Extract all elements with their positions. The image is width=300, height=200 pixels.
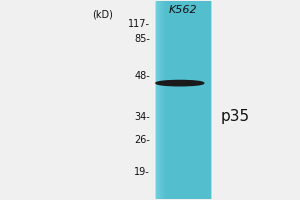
Bar: [203, 1, 204, 199]
Bar: [189, 1, 190, 199]
Bar: [184, 1, 185, 199]
Bar: [163, 1, 164, 199]
Bar: [197, 1, 198, 199]
Bar: [204, 1, 205, 199]
Bar: [171, 1, 172, 199]
Bar: [202, 1, 203, 199]
Bar: [193, 1, 194, 199]
Bar: [189, 1, 190, 199]
Bar: [159, 1, 160, 199]
Text: 26-: 26-: [134, 135, 150, 145]
Bar: [169, 1, 170, 199]
Bar: [186, 1, 187, 199]
Bar: [167, 1, 168, 199]
Bar: [181, 1, 182, 199]
Text: 19-: 19-: [134, 167, 150, 177]
Bar: [201, 1, 202, 199]
Bar: [158, 1, 159, 199]
Bar: [196, 1, 197, 199]
Bar: [156, 1, 210, 199]
Bar: [195, 1, 196, 199]
Bar: [175, 1, 176, 199]
Bar: [183, 1, 184, 199]
Bar: [170, 1, 171, 199]
Bar: [203, 1, 204, 199]
Bar: [172, 1, 173, 199]
Text: K562: K562: [169, 5, 197, 15]
Bar: [161, 1, 162, 199]
Bar: [206, 1, 207, 199]
Bar: [183, 1, 184, 199]
Bar: [161, 1, 162, 199]
Bar: [166, 1, 167, 199]
Bar: [200, 1, 201, 199]
Bar: [172, 1, 173, 199]
Bar: [157, 1, 158, 199]
Bar: [182, 1, 183, 199]
Bar: [185, 1, 186, 199]
Bar: [164, 1, 165, 199]
Text: 85-: 85-: [134, 34, 150, 44]
Bar: [187, 1, 188, 199]
Bar: [208, 1, 209, 199]
Bar: [162, 1, 163, 199]
Text: (kD): (kD): [92, 10, 113, 20]
Bar: [160, 1, 161, 199]
Bar: [169, 1, 170, 199]
Bar: [205, 1, 206, 199]
Bar: [168, 1, 169, 199]
Bar: [209, 1, 210, 199]
Bar: [178, 1, 179, 199]
Bar: [170, 1, 171, 199]
Bar: [165, 1, 166, 199]
Bar: [180, 1, 181, 199]
Bar: [190, 1, 191, 199]
Bar: [177, 1, 178, 199]
Bar: [197, 1, 198, 199]
Bar: [179, 1, 180, 199]
Text: 34-: 34-: [134, 112, 150, 122]
Bar: [193, 1, 194, 199]
Bar: [182, 1, 183, 199]
Bar: [188, 1, 189, 199]
Bar: [184, 1, 185, 199]
Bar: [194, 1, 195, 199]
Bar: [174, 1, 175, 199]
Bar: [176, 1, 177, 199]
Bar: [176, 1, 177, 199]
Bar: [195, 1, 196, 199]
Bar: [167, 1, 168, 199]
Bar: [181, 1, 182, 199]
Bar: [180, 1, 181, 199]
Bar: [202, 1, 203, 199]
Bar: [156, 1, 157, 199]
Text: 48-: 48-: [134, 71, 150, 81]
Ellipse shape: [176, 82, 199, 84]
Ellipse shape: [156, 80, 204, 86]
Bar: [185, 1, 186, 199]
Bar: [198, 1, 199, 199]
Bar: [162, 1, 163, 199]
Bar: [190, 1, 191, 199]
Bar: [174, 1, 175, 199]
Bar: [208, 1, 209, 199]
Bar: [159, 1, 160, 199]
Text: 117-: 117-: [128, 19, 150, 29]
Bar: [168, 1, 169, 199]
Bar: [191, 1, 192, 199]
Bar: [199, 1, 200, 199]
Bar: [178, 1, 179, 199]
Bar: [173, 1, 174, 199]
Text: p35: p35: [220, 109, 249, 124]
Bar: [160, 1, 161, 199]
Bar: [204, 1, 205, 199]
Bar: [206, 1, 207, 199]
Bar: [207, 1, 208, 199]
Bar: [187, 1, 188, 199]
Bar: [191, 1, 192, 199]
Bar: [192, 1, 193, 199]
Bar: [166, 1, 167, 199]
Bar: [198, 1, 199, 199]
